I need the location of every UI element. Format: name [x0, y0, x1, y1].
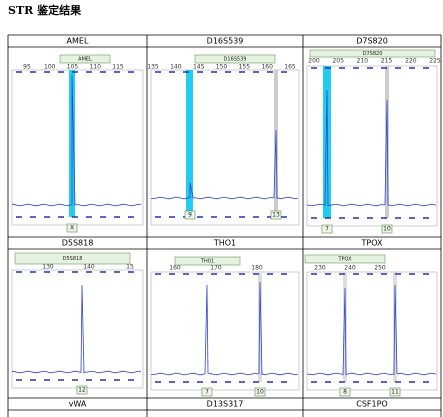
- scale-label: 200: [308, 58, 320, 65]
- allele-label: 9: [188, 212, 192, 219]
- allele-box: [321, 224, 333, 234]
- trace: [306, 284, 437, 376]
- scale-label: 115: [112, 64, 124, 71]
- allele-box: [339, 387, 351, 397]
- allele-box: [76, 385, 88, 395]
- plot-frame: [11, 269, 144, 389]
- locus-box-label: D7S820: [363, 51, 383, 57]
- locus-box: [304, 254, 386, 264]
- scale-label: 170: [210, 265, 222, 272]
- scale-label: 140: [170, 64, 182, 71]
- locus-box-label: D16S539: [224, 57, 247, 63]
- scale-label: 240: [344, 265, 356, 272]
- scale-label: 210: [357, 58, 369, 65]
- locus-box: [174, 256, 241, 266]
- locus-box: [14, 252, 131, 265]
- locus-box: [309, 49, 436, 58]
- allele-box: [381, 224, 393, 234]
- locus-box-label: D5S818: [63, 256, 83, 262]
- locus-name: D5S818: [62, 239, 94, 248]
- page-title: STR 鉴定结果: [8, 3, 81, 17]
- scale-label: 135: [147, 64, 159, 71]
- scale-label: 130: [42, 264, 54, 271]
- locus-name: AMEL: [67, 37, 89, 46]
- scale-label: 165: [284, 64, 296, 71]
- plot-frame: [150, 69, 300, 226]
- scale-label: 155: [239, 64, 251, 71]
- locus-box: [194, 54, 276, 64]
- allele-highlight: [393, 272, 397, 382]
- locus-box-label: TPOX: [337, 257, 352, 263]
- scale-label: 110: [90, 64, 102, 71]
- allele-label: 11: [391, 389, 399, 396]
- scale-label: 15: [126, 264, 134, 271]
- allele-label: 7: [325, 226, 329, 233]
- scale-label: 230: [314, 265, 326, 272]
- allele-label: 10: [383, 226, 391, 233]
- locus-box-label: TH01: [200, 259, 214, 265]
- allele-label: 13: [272, 212, 280, 219]
- locus-name: vWA: [69, 400, 87, 409]
- locus-name: D7S820: [356, 37, 388, 46]
- scale-label: 160: [169, 265, 181, 272]
- scale-label: 160: [261, 64, 273, 71]
- locus-name: TPOX: [361, 239, 383, 248]
- locus-name: D13S317: [207, 400, 244, 409]
- scale-label: 215: [381, 58, 393, 65]
- allele-highlight: [186, 70, 193, 217]
- locus-name: CSF1PO: [356, 400, 387, 409]
- locus-box: [59, 54, 111, 64]
- allele-label: 8: [343, 389, 347, 396]
- trace: [306, 89, 437, 207]
- allele-box: [66, 223, 78, 233]
- table-grid: [7, 34, 442, 417]
- plot-frame: [150, 271, 300, 391]
- scale-label: 100: [44, 64, 56, 71]
- allele-label: 7: [205, 389, 209, 396]
- allele-highlight: [343, 272, 347, 382]
- trace: [11, 284, 142, 374]
- locus-name: D16S539: [207, 37, 244, 46]
- allele-box: [389, 387, 401, 397]
- scale-label: 205: [332, 58, 344, 65]
- scale-label: 250: [374, 265, 386, 272]
- allele-label: 12: [78, 387, 86, 394]
- scale-label: 220: [405, 58, 417, 65]
- allele-label: 10: [256, 389, 264, 396]
- trace: [150, 129, 299, 200]
- scale-label: 180: [251, 265, 263, 272]
- trace: [11, 74, 142, 207]
- allele-highlight: [258, 272, 262, 382]
- trace: [150, 281, 299, 376]
- plot-frame: [11, 69, 144, 226]
- allele-box: [201, 387, 213, 397]
- scale-label: 225: [429, 58, 441, 65]
- scale-label: 140: [83, 264, 95, 271]
- allele-label: X: [70, 225, 74, 232]
- allele-box: [270, 210, 282, 220]
- plot-frame: [306, 271, 438, 391]
- scale-label: 95: [23, 64, 31, 71]
- scale-label: 105: [67, 64, 79, 71]
- allele-box: [254, 387, 266, 397]
- scale-label: 145: [193, 64, 205, 71]
- allele-highlight: [323, 66, 331, 218]
- scale-label: 150: [216, 64, 228, 71]
- locus-name: THO1: [213, 239, 236, 248]
- allele-box: [184, 210, 196, 220]
- locus-box-label: AMEL: [78, 57, 92, 63]
- plot-frame: [306, 65, 438, 227]
